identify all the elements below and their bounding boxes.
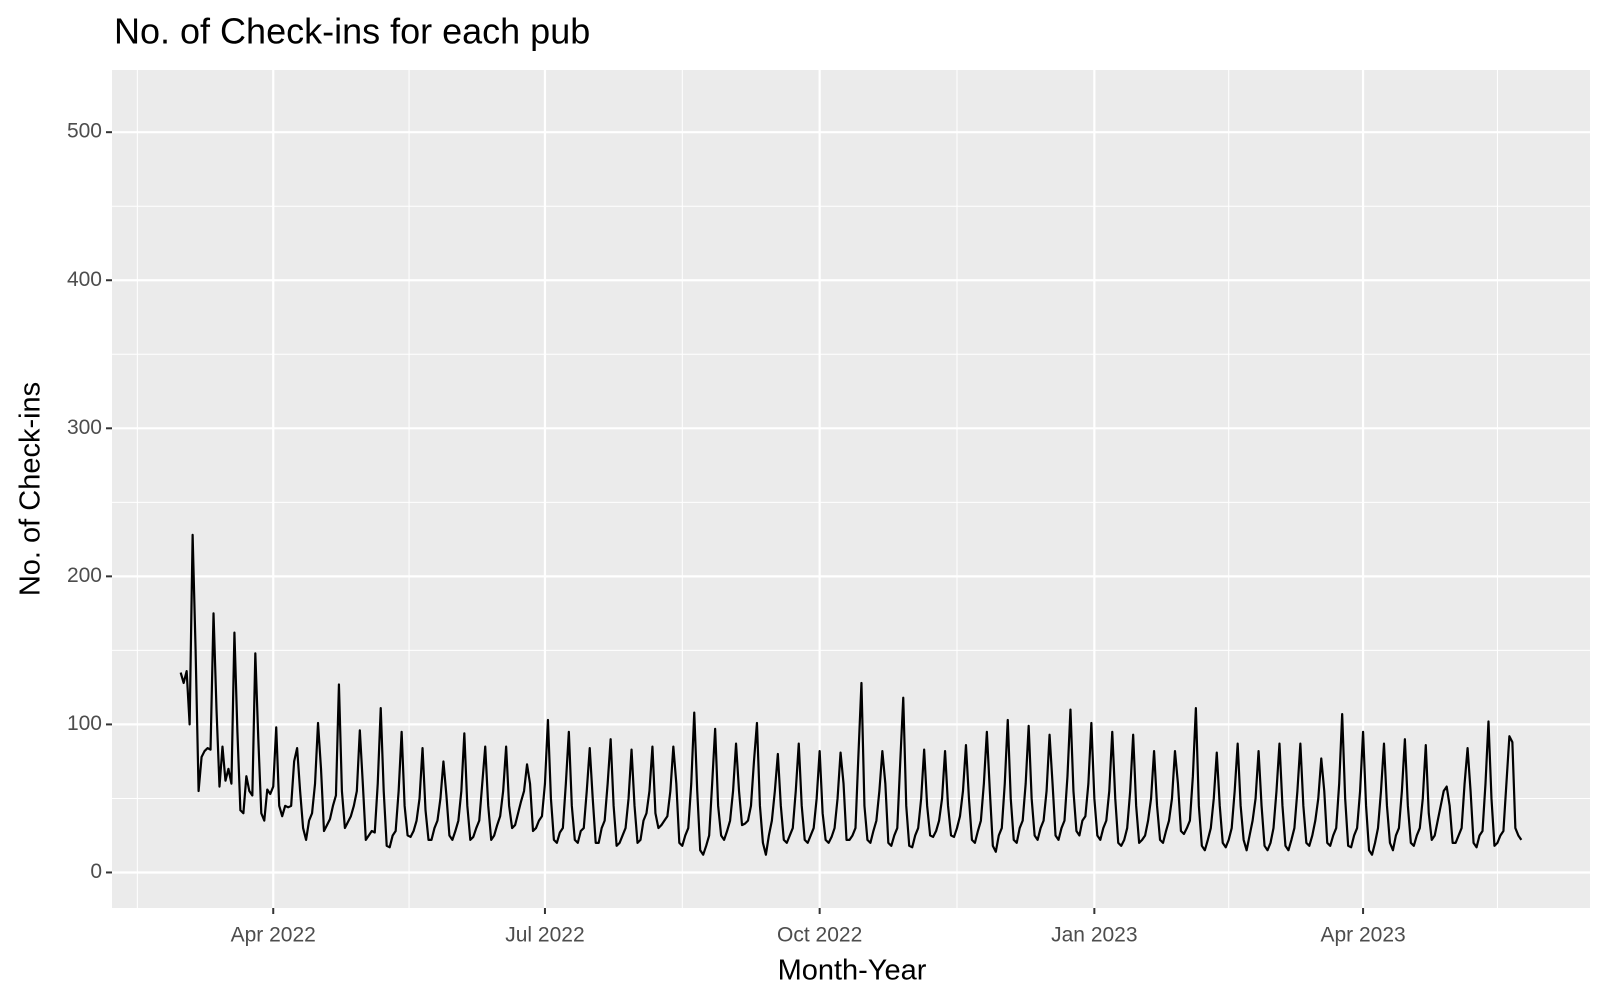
x-tick-label: Oct 2022	[777, 924, 862, 947]
y-tick-label: 100	[67, 712, 102, 735]
y-tick-label: 400	[67, 268, 102, 291]
x-tick-label: Jul 2022	[505, 924, 584, 947]
y-tick-label: 200	[67, 564, 102, 587]
y-tick-label: 500	[67, 120, 102, 143]
x-tick-label: Jan 2023	[1051, 924, 1137, 947]
y-tick-label: 300	[67, 416, 102, 439]
x-tick-label: Apr 2022	[231, 924, 316, 947]
chart-title: No. of Check-ins for each pub	[114, 11, 590, 52]
y-tick-label: 0	[90, 860, 102, 883]
x-axis-title: Month-Year	[778, 955, 927, 987]
line	[179, 533, 1523, 856]
y-axis-title: No. of Check-ins	[15, 382, 47, 596]
x-tick-label: Apr 2023	[1320, 924, 1405, 947]
plot-panel	[112, 70, 1590, 908]
